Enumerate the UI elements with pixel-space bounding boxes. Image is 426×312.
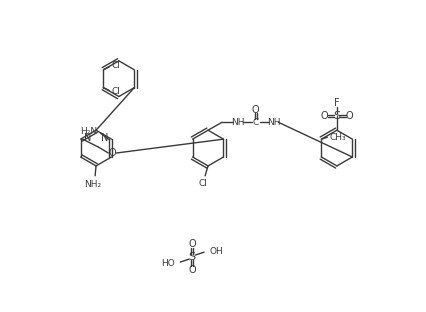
Text: O: O <box>345 111 353 121</box>
Text: S: S <box>333 111 340 121</box>
Text: NH: NH <box>230 118 244 127</box>
Text: F: F <box>333 99 339 109</box>
Text: H₂N: H₂N <box>81 127 98 136</box>
Text: NH₂: NH₂ <box>84 180 101 189</box>
Text: C: C <box>252 118 258 127</box>
Text: OH: OH <box>209 247 222 256</box>
Text: O: O <box>320 111 327 121</box>
Text: CH₃: CH₃ <box>328 133 345 142</box>
Text: NH: NH <box>266 118 279 127</box>
Text: Cl: Cl <box>111 87 120 96</box>
Text: N: N <box>83 133 91 143</box>
Text: O: O <box>108 148 116 158</box>
Text: N: N <box>101 133 108 143</box>
Text: Cl: Cl <box>111 61 120 70</box>
Text: O: O <box>188 239 196 249</box>
Text: S: S <box>188 252 195 262</box>
Text: HO: HO <box>161 259 175 267</box>
Text: O: O <box>188 265 196 275</box>
Text: Cl: Cl <box>198 179 207 188</box>
Text: O: O <box>251 105 259 115</box>
